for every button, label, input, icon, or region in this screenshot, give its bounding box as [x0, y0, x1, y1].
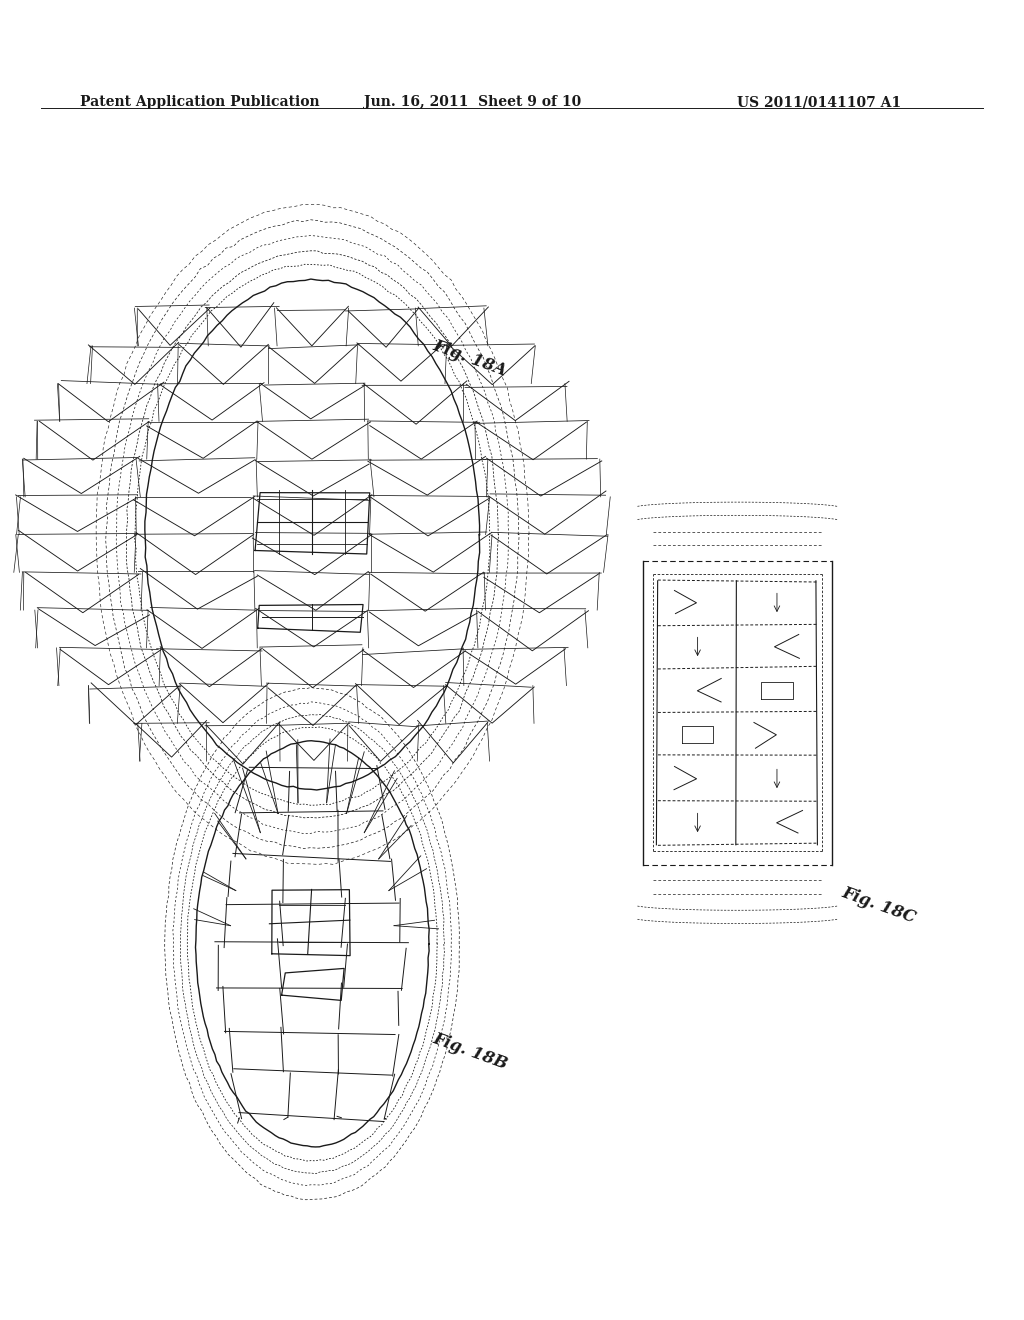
Text: Jun. 16, 2011  Sheet 9 of 10: Jun. 16, 2011 Sheet 9 of 10 [364, 95, 581, 110]
Text: Fig. 18B: Fig. 18B [430, 1030, 510, 1072]
Text: Fig. 18C: Fig. 18C [840, 884, 919, 927]
Text: Fig. 18A: Fig. 18A [430, 337, 509, 379]
Text: US 2011/0141107 A1: US 2011/0141107 A1 [737, 95, 901, 110]
Text: Patent Application Publication: Patent Application Publication [80, 95, 319, 110]
